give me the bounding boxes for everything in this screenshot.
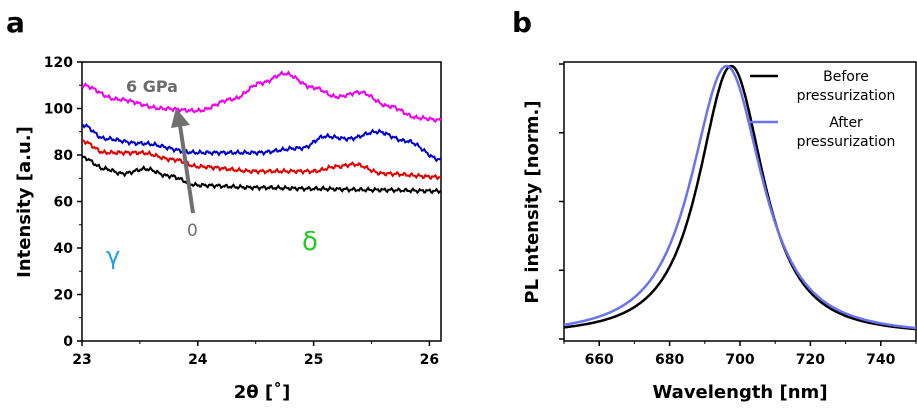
pl-series-line	[563, 64, 917, 331]
plot-b-xlabel: Wavelength [nm]	[652, 382, 827, 403]
plot-b-ylabel: PL intensity [norm.]	[522, 100, 543, 303]
plot-b-series	[563, 64, 917, 331]
y-tick-label: 100	[44, 102, 73, 118]
plot-b-axes: 660 680 700 720 740	[559, 63, 917, 368]
x-tick-label: 680	[655, 352, 684, 368]
arrow-top-label: 6 GPa	[126, 77, 178, 96]
x-tick-label: 24	[188, 352, 208, 368]
y-tick-label: 120	[44, 55, 73, 71]
legend-label: Before pressurization	[797, 69, 896, 104]
xrd-series-line	[81, 155, 441, 195]
plot-a-series	[81, 70, 442, 195]
legend-label: After pressurization	[797, 115, 896, 150]
plot-a-ylabel: Intensity [a.u.]	[14, 126, 35, 278]
y-tick-label: 40	[54, 241, 74, 257]
y-tick-label: 20	[54, 288, 74, 304]
y-tick-label: 60	[54, 195, 74, 211]
delta-phase-label: δ	[302, 227, 318, 257]
pl-series-line	[563, 64, 917, 330]
xrd-series-line	[81, 123, 442, 163]
gamma-phase-label: γ	[106, 242, 120, 270]
arrow-bottom-label: 0	[187, 221, 198, 241]
x-tick-label: 700	[725, 352, 754, 368]
y-tick-label: 80	[54, 148, 74, 164]
panel-a-label: a	[6, 6, 25, 39]
x-tick-label: 23	[72, 352, 91, 368]
panel-b-label: b	[512, 6, 532, 39]
x-tick-label: 720	[796, 352, 825, 368]
x-tick-label: 660	[585, 352, 614, 368]
plot-a-xlabel: 2θ [˚]	[234, 381, 291, 403]
plot-b-legend: Before pressurization After pressurization	[750, 69, 895, 150]
xrd-series-line	[81, 139, 442, 181]
xrd-plot: 0 20 40 60 80 100 120 23 24 25 26 2θ [˚] Intensity…	[14, 55, 442, 403]
x-tick-label: 25	[304, 352, 323, 368]
pressure-arrow	[178, 124, 195, 214]
pl-plot: 660 680 700 720 740 Wavelength [nm] PL inten…	[522, 61, 917, 403]
y-tick-label: 0	[63, 334, 73, 350]
x-tick-label: 26	[420, 352, 439, 368]
pressure-arrowhead	[171, 108, 190, 128]
plot-a-axes: 0 20 40 60 80 100 120 23 24 25 26	[44, 55, 439, 368]
x-tick-label: 740	[866, 352, 895, 368]
xrd-series-line	[81, 70, 442, 124]
